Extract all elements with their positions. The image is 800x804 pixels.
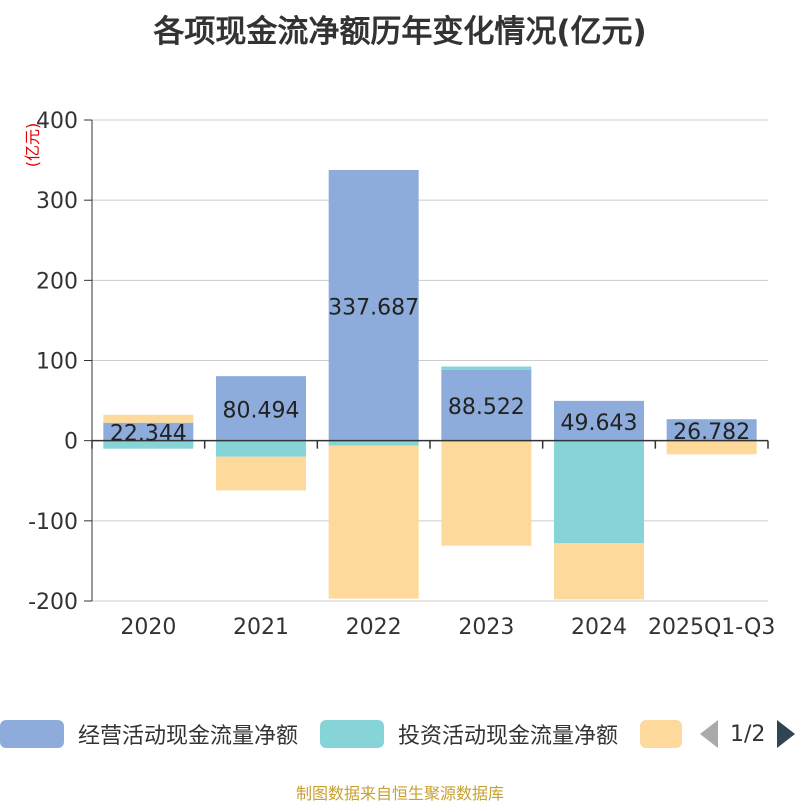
data-label: 88.522 <box>448 395 525 420</box>
bar-2025Q1-Q3-series-2 <box>666 440 757 455</box>
legend-prev-icon[interactable] <box>700 720 718 748</box>
bar-2020-series-1 <box>103 440 194 449</box>
legend-page-text: 1/2 <box>730 721 766 747</box>
y-tick-label: -100 <box>28 510 78 535</box>
legend-item-investing[interactable]: 投资活动现金流量净额 <box>320 714 618 754</box>
legend-item-operating[interactable]: 经营活动现金流量净额 <box>0 714 298 754</box>
bar-2020-series-2 <box>103 414 194 423</box>
y-tick-label: -200 <box>28 590 78 615</box>
legend-pager: 1/2 <box>700 714 796 754</box>
data-label: 22.344 <box>110 422 187 447</box>
bar-2022-series-1 <box>328 440 419 446</box>
legend-label-investing: 投资活动现金流量净额 <box>398 724 619 749</box>
bar-2022-series-2 <box>328 445 419 599</box>
data-label: 26.782 <box>673 420 750 445</box>
data-label: 49.643 <box>561 411 638 436</box>
bar-2021-series-2 <box>216 456 306 491</box>
data-label: 337.687 <box>328 295 419 320</box>
bar-2024-series-2 <box>554 543 644 600</box>
y-tick-label: 100 <box>36 350 78 375</box>
x-tick-label: 2023 <box>458 615 514 640</box>
legend-item-financing[interactable] <box>640 714 682 754</box>
x-tick-label: 2020 <box>120 615 176 640</box>
x-tick-label: 2025Q1-Q3 <box>648 615 775 640</box>
legend-swatch-financing <box>640 720 682 748</box>
bar-2023-series-2 <box>441 440 532 546</box>
x-tick-label: 2021 <box>233 615 289 640</box>
x-tick-label: 2022 <box>346 615 402 640</box>
legend: 经营活动现金流量净额 投资活动现金流量净额 1/2 <box>0 714 800 754</box>
bar-2024-series-0 <box>554 400 644 441</box>
bar-2023-series-1 <box>441 366 532 370</box>
chart-area: 400 300 200 100 0 -100 -200 (亿元) 2020 2021 2022 20… <box>23 109 775 640</box>
bar-2024-series-1 <box>554 440 644 544</box>
bar-2021-series-1 <box>216 440 306 457</box>
source-text: 制图数据来自恒生聚源数据库 <box>295 784 504 803</box>
legend-swatch-operating <box>0 720 64 748</box>
chart-title: 各项现金流净额历年变化情况(亿元) <box>153 14 647 50</box>
bar-2020-series-0 <box>103 422 194 441</box>
legend-swatch-investing <box>320 720 384 748</box>
bar-2025Q1-Q3-series-0 <box>666 419 757 441</box>
legend-next-icon[interactable] <box>777 720 796 748</box>
y-tick-label: 200 <box>36 269 78 294</box>
y-tick-label: 0 <box>64 430 78 455</box>
bar-2021-series-0 <box>216 376 306 441</box>
y-tick-label: 300 <box>36 189 78 214</box>
y-axis-title: (亿元) <box>23 123 42 168</box>
data-label: 80.494 <box>223 398 300 423</box>
bar-2022-series-0 <box>328 169 419 441</box>
legend-label-operating: 经营活动现金流量净额 <box>78 724 299 749</box>
y-tick-label: 400 <box>36 109 78 134</box>
bar-2023-series-0 <box>441 369 532 441</box>
x-tick-label: 2024 <box>571 615 627 640</box>
